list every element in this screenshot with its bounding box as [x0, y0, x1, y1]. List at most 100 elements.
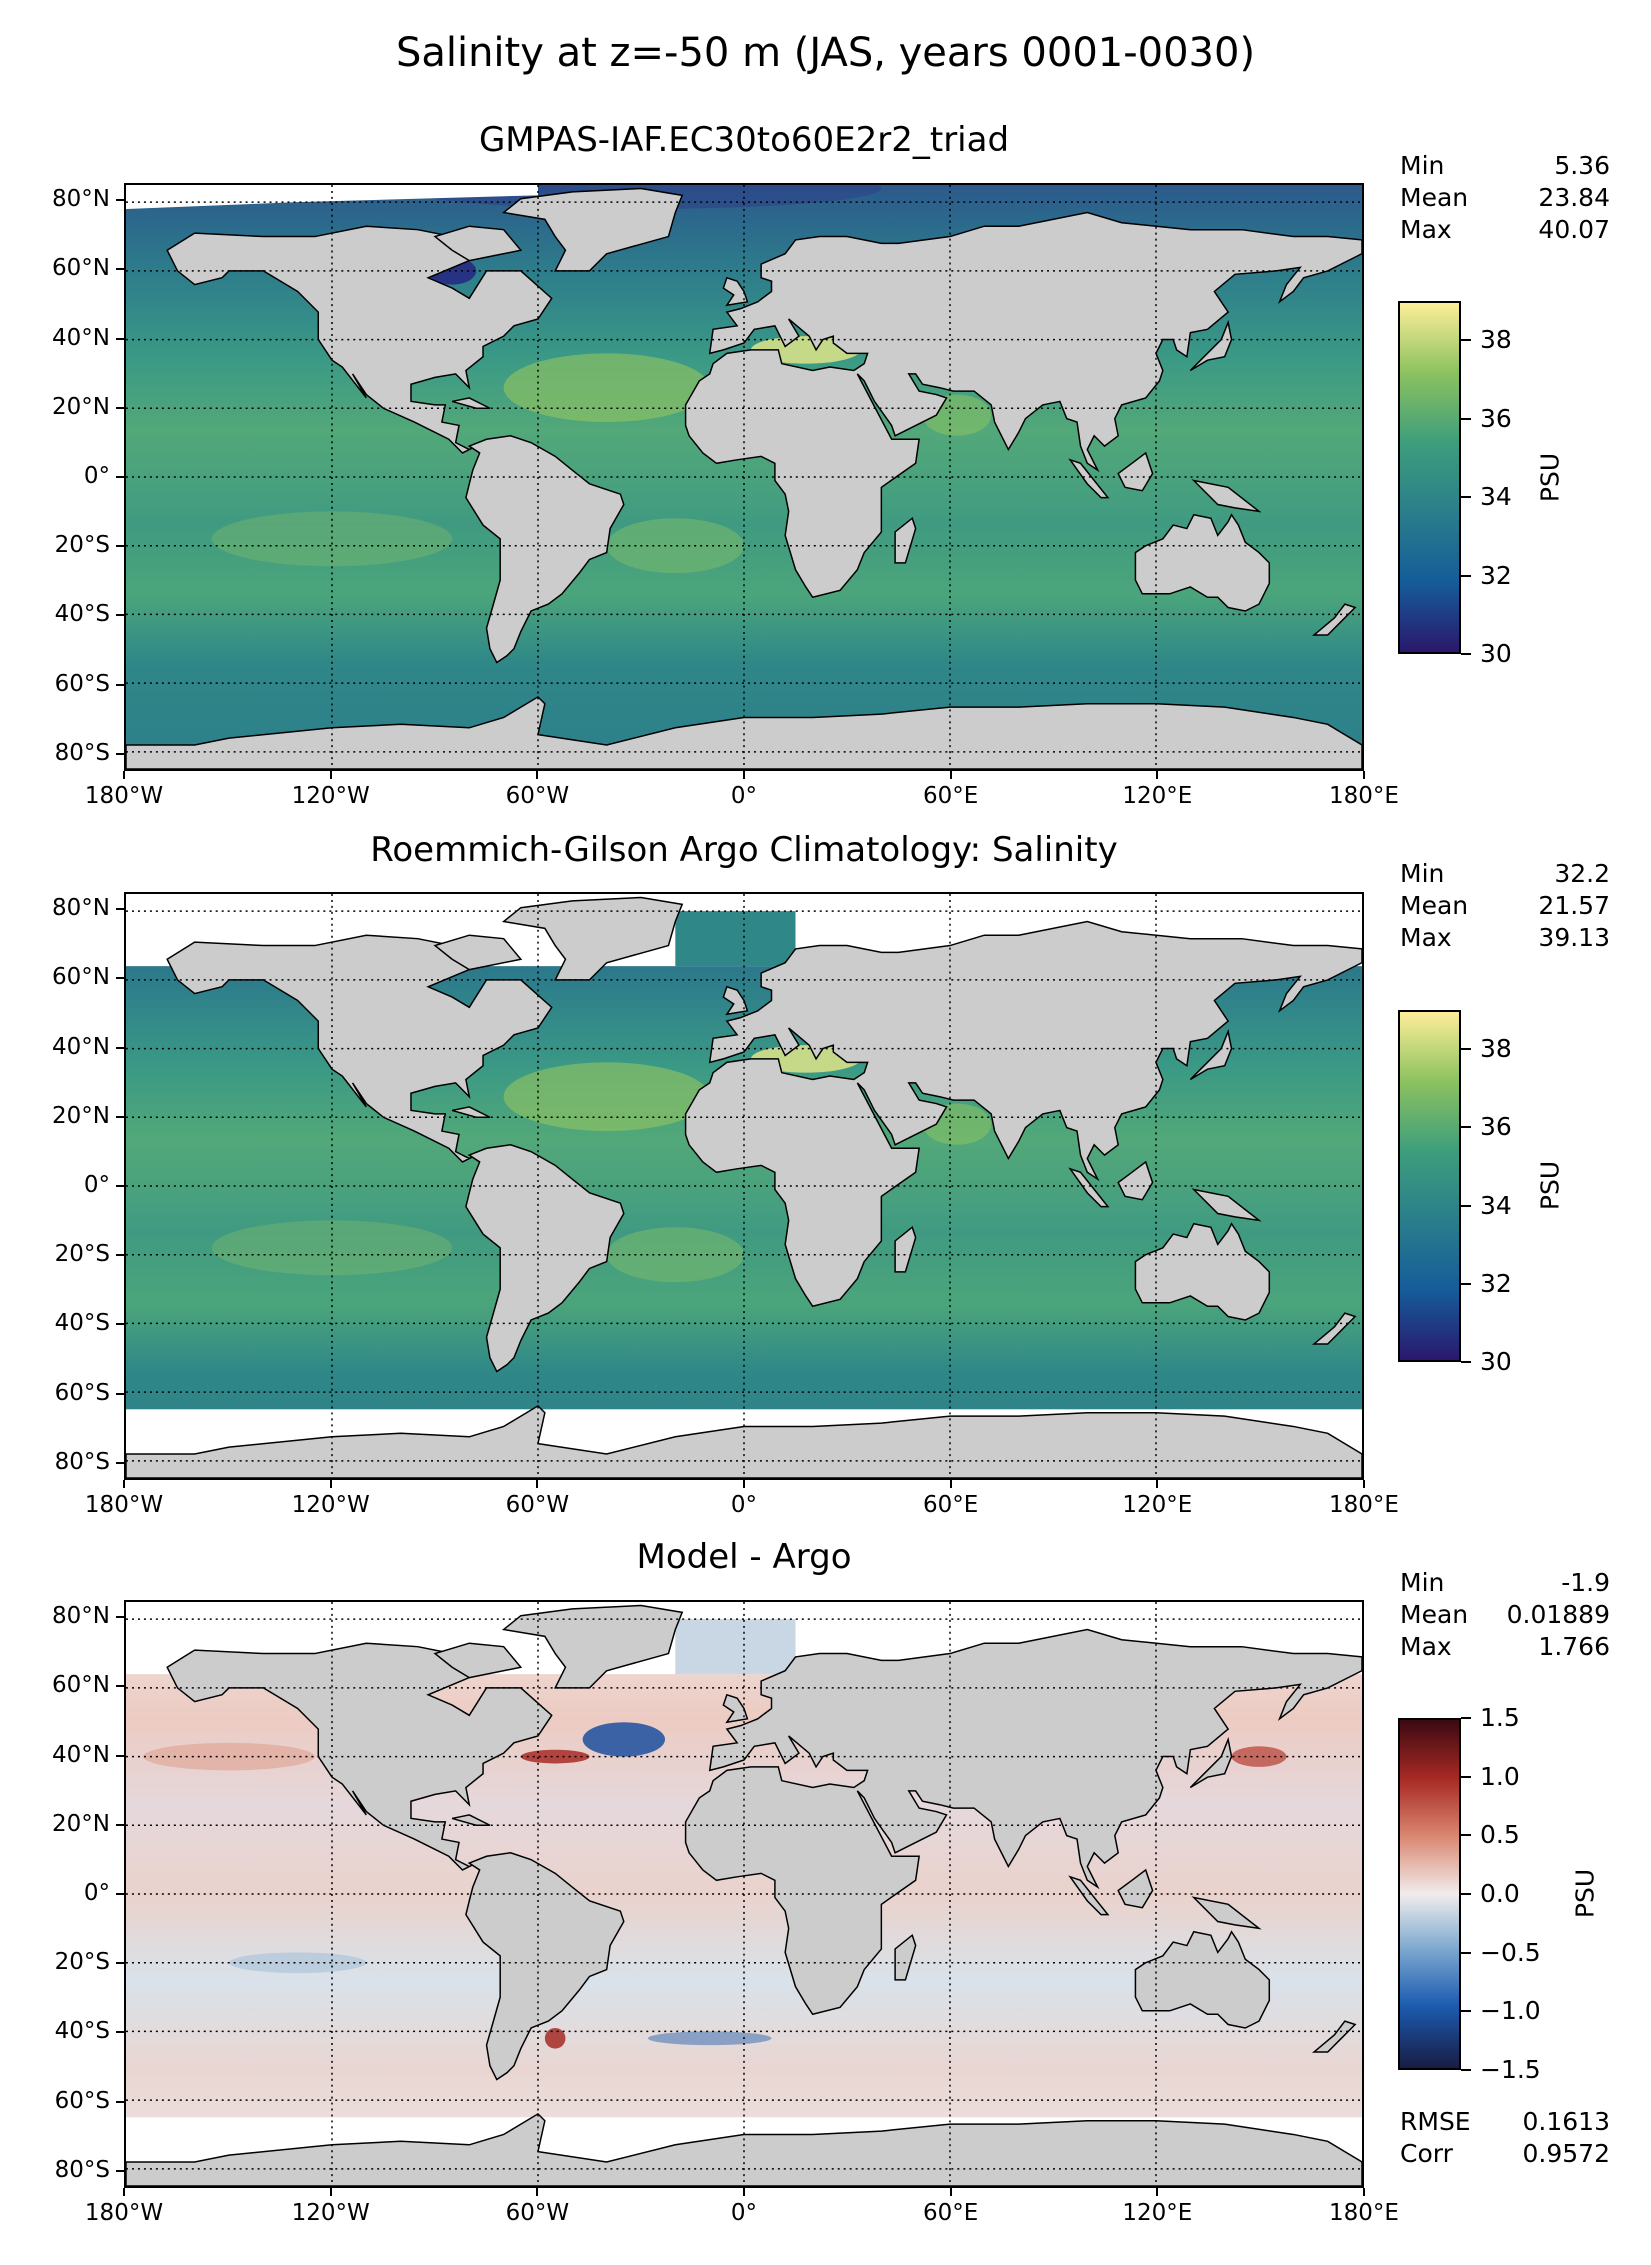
panel1-land-uk — [722, 276, 749, 307]
panel3-colorbar-tick-label: 1.0 — [1480, 1761, 1520, 1791]
panel2-xtick-label: 180°E — [1329, 1492, 1399, 1518]
panel1-xtick-label: 0° — [730, 783, 758, 809]
panel1-ytick-label: 80°S — [54, 739, 110, 766]
panel1-xtick — [329, 771, 332, 779]
panel1-ytick-label: 20°N — [52, 393, 110, 420]
panel1-land-new-guinea — [1191, 479, 1262, 513]
panel3-colorbar-tick — [1461, 2010, 1471, 2013]
panel3-stat-min-label: Min — [1400, 1568, 1445, 1597]
panel1-land-eurasia-africa — [684, 211, 1362, 599]
panel3-gulf-stream-pos — [520, 1749, 590, 1764]
panel1-stat-mean-value: 23.84 — [1538, 183, 1610, 212]
panel1-colorbar-tick — [1461, 496, 1471, 499]
figure-title: Salinity at z=-50 m (JAS, years 0001-003… — [395, 30, 1256, 76]
panel1-colorbar — [1398, 301, 1461, 654]
panel3-colorbar-tick — [1461, 1717, 1471, 1719]
panel2-xtick-label: 120°W — [291, 1492, 370, 1518]
panel2-stat-min-label: Min — [1400, 859, 1445, 888]
panel3-land-cuba — [451, 1814, 491, 1827]
panel2-land-baffin — [433, 934, 523, 971]
panel1-xtick — [123, 771, 125, 779]
panel2-ytick — [116, 1115, 124, 1118]
panel1-stat-max-label: Max — [1400, 215, 1452, 244]
panel2-land-sumatra — [1068, 1167, 1110, 1208]
panel2-xtick — [329, 1480, 332, 1488]
panel3-ytick — [116, 1962, 124, 1965]
panel3-stat-max-label: Max — [1400, 1632, 1452, 1661]
panel1-land-borneo — [1117, 451, 1154, 492]
panel1-south-pacific-high — [211, 511, 453, 567]
panel1-south-atlantic-high — [606, 518, 744, 574]
panel2-ytick-label: 0° — [83, 1172, 110, 1198]
panel2-xtick — [1363, 1480, 1365, 1488]
panel1-land-japan — [1189, 319, 1233, 372]
panel3-xtick-label: 120°W — [291, 2200, 370, 2226]
panel3-nordic-seas-diff — [675, 1619, 796, 1675]
panel2-colorbar-tick-label: 34 — [1480, 1190, 1512, 1220]
panel2-xtick-label: 60°E — [923, 1492, 979, 1518]
panel2-ytick-label: 20°N — [52, 1102, 110, 1129]
panel1-stats: Min 5.36 Mean 23.84 Max 40.07 — [1400, 150, 1610, 246]
panel2-ytick — [116, 1323, 124, 1326]
panel3-xtick — [1156, 2188, 1159, 2196]
panel3-metric-corr-value: 0.9572 — [1522, 2139, 1610, 2168]
panel1-ytick-label: 0° — [83, 463, 110, 489]
panel1-land-madagascar — [894, 516, 917, 564]
panel2-ytick-label: 80°S — [54, 1448, 110, 1475]
panel2-colorbar-tick — [1461, 1361, 1471, 1363]
panel3-stat-min-value: -1.9 — [1561, 1568, 1610, 1597]
panel3-metric-rmse-value: 0.1613 — [1522, 2107, 1610, 2136]
panel3-land-australia — [1134, 1930, 1271, 2029]
panel1-xtick-label: 60°W — [505, 783, 570, 809]
panel2-land-cuba — [451, 1106, 491, 1119]
panel3-colorbar-tick — [1461, 2069, 1471, 2071]
panel3-ytick — [116, 2169, 124, 2172]
panel1-ytick — [116, 268, 124, 271]
panel1-land-australia — [1134, 513, 1271, 612]
panel3-land-new-zealand — [1311, 2020, 1357, 2053]
panel3-metric-rmse-label: RMSE — [1400, 2107, 1471, 2136]
panel3-xtick-label: 60°W — [505, 2200, 570, 2226]
panel3-ytick-label: 60°S — [54, 2087, 110, 2114]
panel1-stat-max: Max 40.07 — [1400, 214, 1610, 246]
panel2-stats: Min 32.2 Mean 21.57 Max 39.13 — [1400, 858, 1610, 954]
panel2-land-antarctica — [126, 1404, 1362, 1478]
panel3-xtick-label: 180°W — [84, 2200, 164, 2226]
panel2-ytick — [116, 1046, 124, 1049]
panel3-colorbar-tick — [1461, 1834, 1471, 1837]
panel2-ytick-label: 40°N — [52, 1033, 110, 1060]
panel3-pacific-neg — [229, 1952, 367, 1974]
panel3-ytick-label: 60°N — [52, 1672, 110, 1699]
panel2-land-new-guinea — [1191, 1188, 1262, 1222]
panel1-land-baffin — [433, 225, 523, 262]
panel2-land-south-america — [465, 1144, 625, 1373]
panel3-ytick — [116, 1823, 124, 1826]
panel2-xtick-label: 180°W — [84, 1492, 164, 1518]
panel3-kuroshio-pos — [1231, 1746, 1287, 1767]
panel3-metric-rmse: RMSE 0.1613 — [1400, 2106, 1610, 2138]
panel3-colorbar-tick-label: 0.5 — [1480, 1820, 1520, 1850]
panel2-xtick-label: 60°W — [505, 1492, 570, 1518]
panel3-land-sumatra — [1068, 1875, 1110, 1916]
panel2-ytick — [116, 977, 124, 980]
panel2-land-madagascar — [894, 1225, 917, 1273]
panel3-ytick-label: 80°N — [52, 1603, 110, 1630]
panel1-ytick — [116, 683, 124, 686]
panel1-ytick-label: 80°N — [52, 186, 110, 213]
panel3-xtick-label: 0° — [730, 2200, 758, 2226]
panel2-colorbar-tick-label: 30 — [1480, 1347, 1512, 1376]
panel3-land-south-america — [465, 1852, 625, 2081]
panel1-ytick — [116, 752, 124, 755]
panel3-metrics: RMSE 0.1613 Corr 0.9572 — [1400, 2106, 1610, 2170]
panel3-colorbar-tick-label: −1.0 — [1480, 1996, 1541, 2026]
panel2-stat-max-label: Max — [1400, 923, 1452, 952]
panel2-ytick — [116, 908, 124, 911]
panel3-land-borneo — [1117, 1868, 1154, 1909]
panel3-metric-corr-label: Corr — [1400, 2139, 1453, 2168]
panel2-ytick — [116, 1254, 124, 1257]
panel3-xtick-label: 180°E — [1329, 2200, 1399, 2226]
panel1-colorbar-tick — [1461, 339, 1471, 342]
panel1-xtick — [1156, 771, 1159, 779]
panel3-map-svg — [126, 1602, 1362, 2186]
panel2-stat-mean: Mean 21.57 — [1400, 890, 1610, 922]
